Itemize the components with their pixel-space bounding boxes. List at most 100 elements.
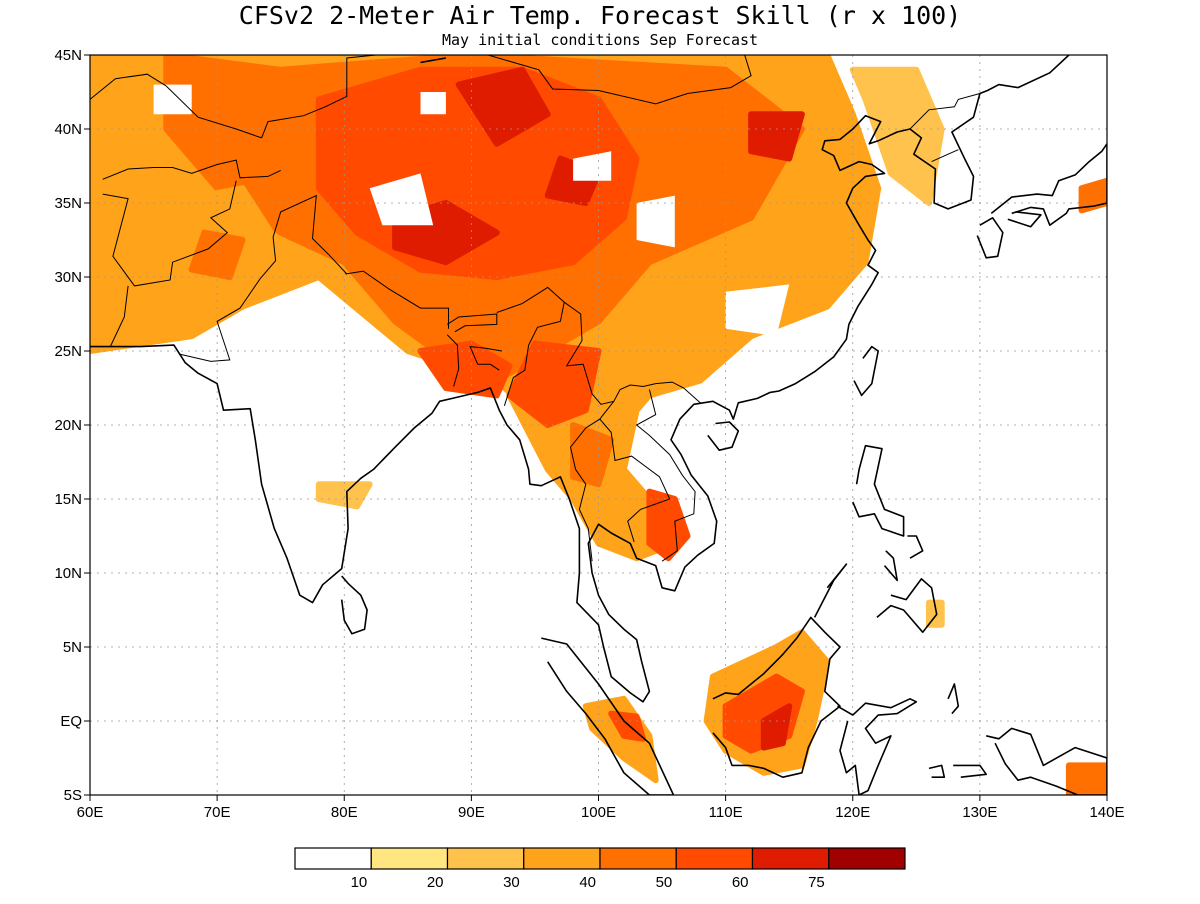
coastline	[986, 727, 1107, 795]
coastline	[883, 550, 899, 582]
skill-region	[1065, 762, 1107, 795]
lat-tick-label: 20N	[54, 417, 82, 434]
legend-swatch	[294, 847, 372, 870]
color-legend: 10 20 30 40 50 60 75	[294, 847, 906, 891]
low-skill-patch	[420, 92, 446, 115]
lat-tick-label: 40N	[54, 121, 82, 138]
country-border	[102, 180, 237, 287]
country-border	[446, 334, 460, 387]
low-skill-patch	[153, 84, 192, 115]
legend-label: 75	[808, 874, 825, 891]
legend-swatch	[523, 847, 601, 870]
lon-tick-label: 90E	[458, 804, 485, 821]
low-skill-patch	[725, 284, 790, 337]
skill-region	[455, 66, 551, 147]
legend-swatch	[599, 847, 677, 870]
country-border	[90, 73, 167, 100]
lon-tick-label: 120E	[835, 804, 870, 821]
lat-tick-label: 15N	[54, 491, 82, 508]
country-border	[376, 55, 752, 105]
coastline	[340, 575, 368, 635]
lat-tick-label: 10N	[54, 565, 82, 582]
skill-region	[608, 710, 646, 742]
map-title: CFSv2 2-Meter Air Temp. Forecast Skill (…	[239, 1, 961, 30]
coastline	[953, 764, 988, 778]
coastline	[541, 637, 675, 795]
skill-region	[849, 66, 945, 206]
skill-region	[188, 229, 246, 280]
coastline	[707, 421, 740, 452]
skill-region	[417, 340, 513, 399]
skill-region	[646, 488, 691, 562]
skill-region	[1078, 177, 1107, 214]
lon-tick-label: 130E	[962, 804, 997, 821]
legend-label: 10	[351, 874, 368, 891]
lon-tick-label: 70E	[204, 804, 231, 821]
coastline	[813, 563, 848, 618]
legend-swatch	[446, 847, 525, 870]
skill-shading	[90, 55, 1107, 795]
coastline	[853, 345, 880, 397]
lat-tick-label: 5S	[64, 787, 82, 804]
skill-region	[582, 695, 659, 784]
lon-tick-label: 80E	[331, 804, 358, 821]
lon-tick-label: 100E	[581, 804, 616, 821]
legend-label: 60	[732, 874, 749, 891]
coastline	[990, 143, 1107, 226]
lat-tick-label: 45N	[54, 47, 82, 64]
country-border	[102, 159, 281, 180]
coastline	[876, 578, 938, 634]
country-border	[569, 400, 615, 562]
skill-region	[315, 481, 373, 510]
lon-tick-label: 140E	[1089, 804, 1124, 821]
lat-tick-label: 30N	[54, 269, 82, 286]
coastline	[1007, 211, 1042, 228]
coastline	[420, 57, 447, 64]
lat-tick-label: 25N	[54, 343, 82, 360]
country-border	[599, 418, 671, 543]
country-border	[109, 285, 129, 347]
legend-label: 50	[656, 874, 673, 891]
skill-region	[760, 703, 793, 751]
country-border	[931, 149, 959, 163]
lat-tick-label: 5N	[63, 639, 82, 656]
low-skill-patch	[636, 195, 675, 248]
map-subtitle: May initial conditions Sep Forecast	[442, 31, 758, 49]
country-border	[178, 194, 348, 362]
lon-tick-label: 60E	[77, 804, 104, 821]
country-border	[469, 346, 502, 371]
lon-tick-label: 110E	[709, 804, 743, 821]
coastline	[852, 444, 905, 537]
country-border	[345, 270, 449, 329]
country-border	[261, 55, 377, 139]
coastline	[976, 217, 1004, 259]
coastline	[712, 616, 841, 779]
lat-lon-grid	[90, 55, 1107, 795]
low-skill-patch	[369, 173, 434, 226]
coastline	[90, 55, 1070, 703]
legend-label: 30	[503, 874, 520, 891]
coastlines	[90, 55, 1107, 795]
legend-label: 20	[427, 874, 444, 891]
lat-tick-label: EQ	[60, 713, 82, 730]
country-border	[496, 286, 565, 406]
legend-label: 40	[579, 874, 596, 891]
low-skill-patch	[573, 151, 612, 181]
coastline	[907, 535, 924, 559]
legend-swatch	[828, 847, 906, 870]
skill-region	[506, 340, 602, 428]
country-border	[795, 55, 797, 56]
lat-tick-label: 35N	[54, 195, 82, 212]
coastline	[837, 697, 918, 795]
country-border	[909, 93, 981, 130]
legend-swatch	[370, 847, 449, 870]
coastline	[928, 764, 946, 779]
legend-swatch	[751, 847, 830, 870]
country-border	[635, 389, 696, 562]
legend-swatch	[675, 847, 754, 870]
coastline	[947, 683, 960, 715]
country-border	[165, 85, 262, 139]
country-border	[446, 313, 498, 333]
